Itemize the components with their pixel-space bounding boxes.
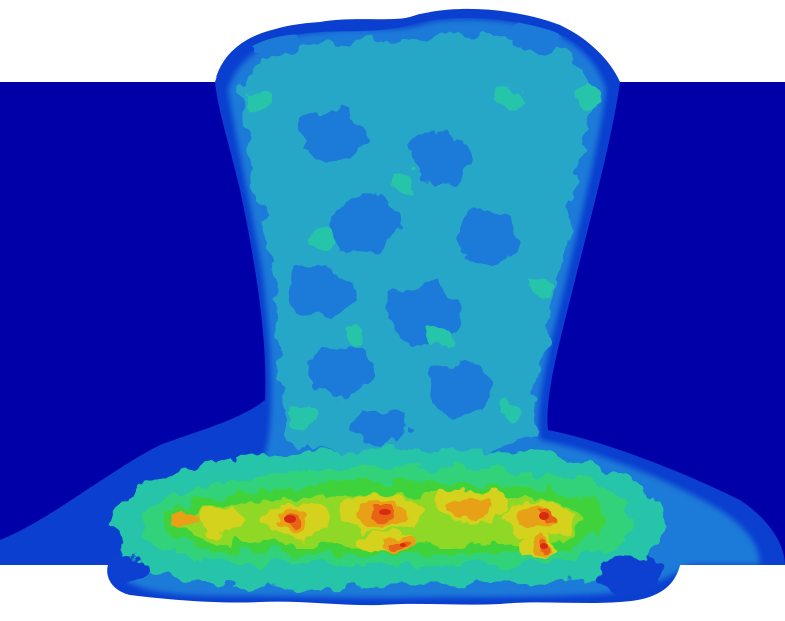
root-zone-peak-spots <box>284 509 549 549</box>
root-bead-bumps <box>108 553 661 597</box>
column-highlights <box>245 85 601 428</box>
weld-cap-rim <box>216 9 616 80</box>
